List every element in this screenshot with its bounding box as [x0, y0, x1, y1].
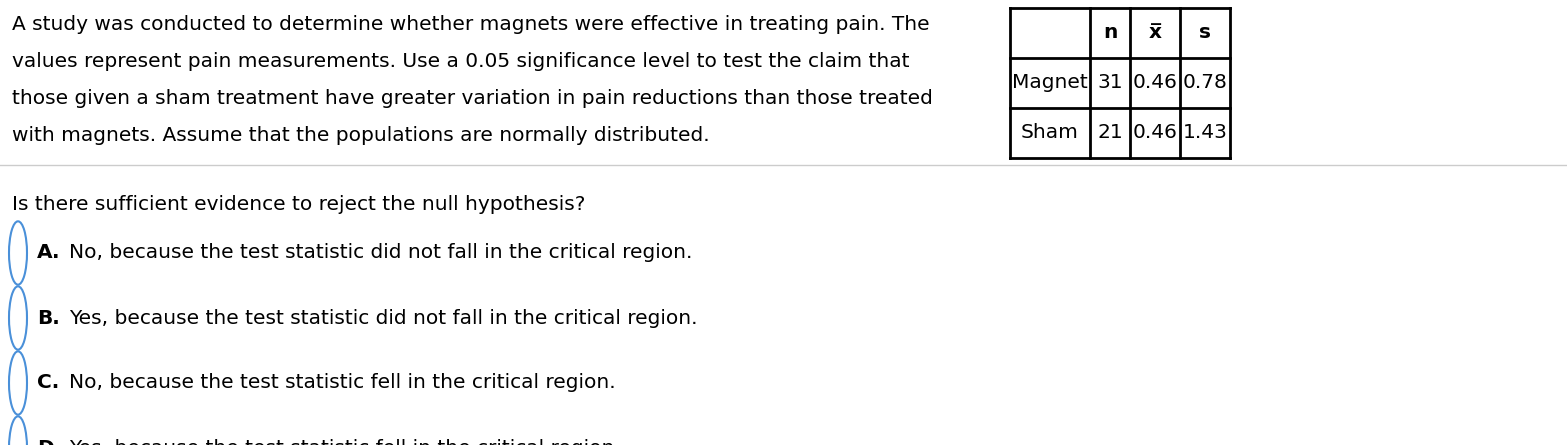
Text: s: s: [1199, 24, 1211, 43]
Text: No, because the test statistic fell in the critical region.: No, because the test statistic fell in t…: [69, 373, 616, 392]
Text: 0.46: 0.46: [1133, 73, 1177, 93]
Text: A study was conducted to determine whether magnets were effective in treating pa: A study was conducted to determine wheth…: [13, 15, 929, 34]
Text: Sham: Sham: [1022, 124, 1080, 142]
Text: D.: D.: [38, 438, 61, 445]
Text: 21: 21: [1097, 124, 1124, 142]
Text: Magnet: Magnet: [1012, 73, 1087, 93]
Text: C.: C.: [38, 373, 60, 392]
Text: Yes, because the test statistic fell in the critical region.: Yes, because the test statistic fell in …: [69, 438, 621, 445]
Text: A.: A.: [38, 243, 61, 263]
Text: Yes, because the test statistic did not fall in the critical region.: Yes, because the test statistic did not …: [69, 308, 697, 328]
Text: 31: 31: [1097, 73, 1124, 93]
Text: x̅: x̅: [1149, 24, 1161, 43]
Text: values represent pain measurements. Use a 0.05 significance level to test the cl: values represent pain measurements. Use …: [13, 52, 909, 71]
Text: No, because the test statistic did not fall in the critical region.: No, because the test statistic did not f…: [69, 243, 693, 263]
Text: n: n: [1103, 24, 1117, 43]
Text: Is there sufficient evidence to reject the null hypothesis?: Is there sufficient evidence to reject t…: [13, 195, 586, 214]
Text: 1.43: 1.43: [1183, 124, 1227, 142]
Text: with magnets. Assume that the populations are normally distributed.: with magnets. Assume that the population…: [13, 126, 710, 145]
Text: B.: B.: [38, 308, 60, 328]
Text: 0.46: 0.46: [1133, 124, 1177, 142]
Text: 0.78: 0.78: [1183, 73, 1227, 93]
Text: those given a sham treatment have greater variation in pain reductions than thos: those given a sham treatment have greate…: [13, 89, 932, 108]
